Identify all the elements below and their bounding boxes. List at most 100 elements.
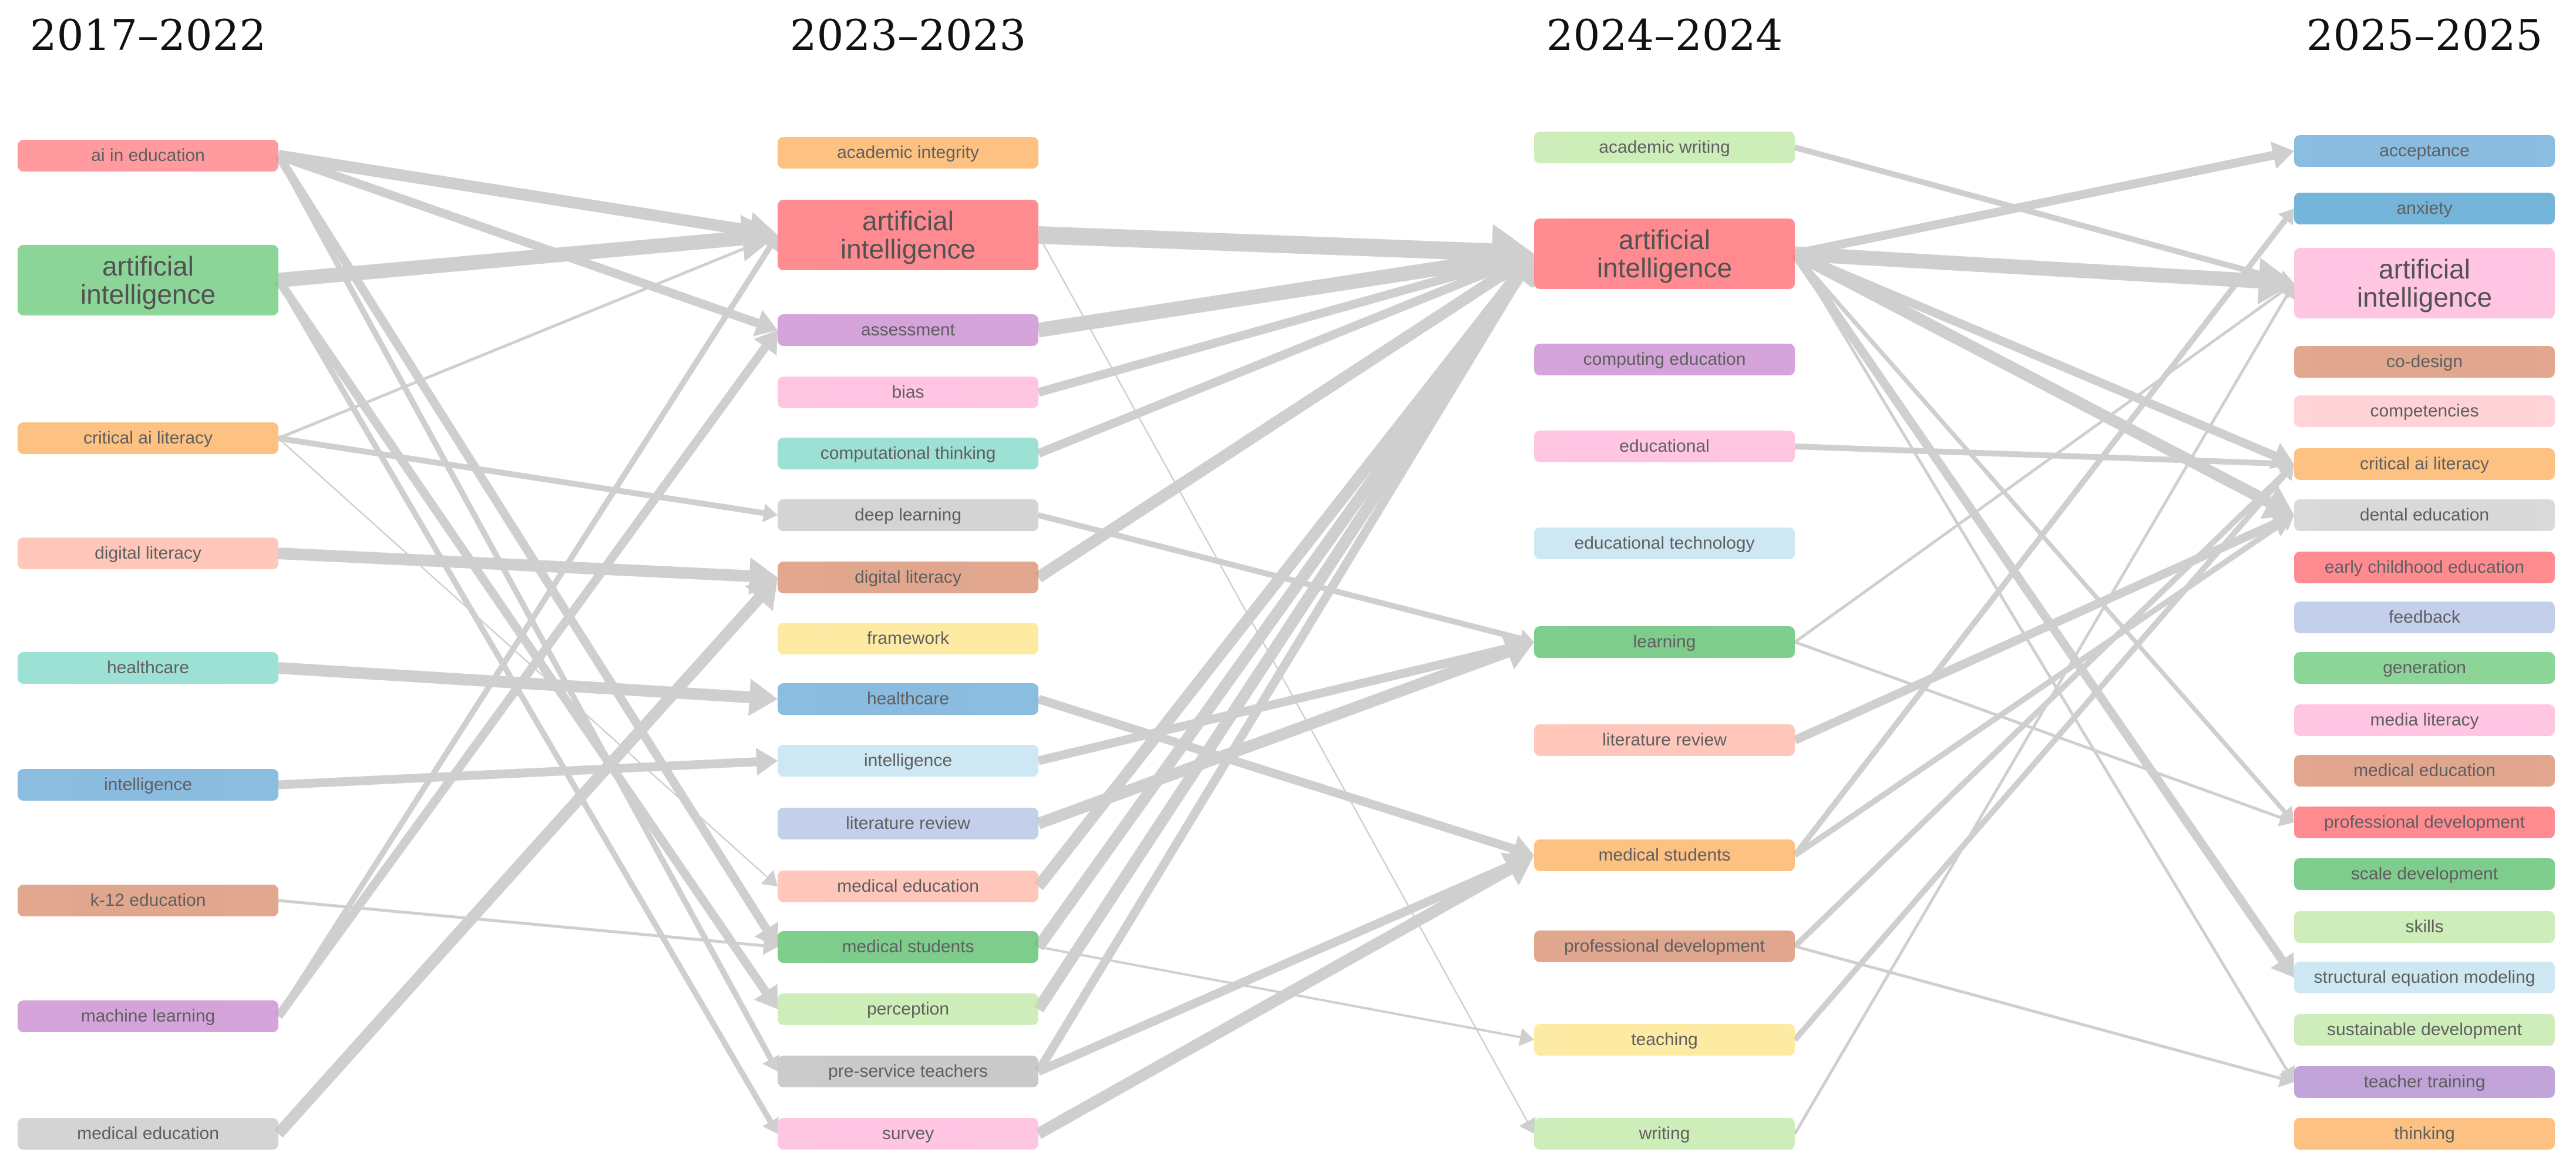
period-title: 2025–2025 [2306, 11, 2543, 60]
flow-arrowhead [2278, 1065, 2295, 1082]
keyword-node[interactable]: bias [778, 377, 1038, 408]
keyword-node[interactable]: healthcare [778, 683, 1038, 715]
flow-link [1791, 251, 2286, 963]
keyword-node[interactable]: intelligence [778, 745, 1038, 777]
keyword-node[interactable]: writing [1534, 1118, 1795, 1150]
keyword-node[interactable]: computational thinking [778, 438, 1038, 469]
keyword-node[interactable]: healthcare [18, 652, 278, 684]
period-title: 2023–2023 [789, 11, 1027, 60]
keyword-node[interactable]: computing education [1534, 344, 1795, 375]
flow-link [277, 150, 751, 237]
keyword-node[interactable]: academic writing [1534, 132, 1795, 163]
flow-link [274, 344, 769, 1019]
keyword-node[interactable]: deep learning [778, 499, 1038, 531]
keyword-node[interactable]: ai in education [18, 140, 278, 172]
keyword-node[interactable]: educational [1534, 431, 1795, 462]
keyword-node[interactable]: generation [2294, 652, 2555, 684]
keyword-node[interactable]: medical education [778, 871, 1038, 902]
flow-arrowhead [753, 310, 778, 337]
keyword-node[interactable]: medical education [18, 1118, 278, 1150]
keyword-node[interactable]: acceptance [2294, 135, 2555, 167]
flow-arrowhead [1511, 254, 1535, 280]
flow-link [1037, 257, 1516, 458]
keyword-node[interactable]: skills [2294, 911, 2555, 943]
flow-arrowhead [762, 1054, 779, 1071]
keyword-node[interactable]: k-12 education [18, 885, 278, 916]
keyword-node[interactable]: scale development [2294, 858, 2555, 890]
keyword-node[interactable]: professional development [1534, 931, 1795, 962]
keyword-node[interactable]: sustainable development [2294, 1014, 2555, 1046]
flow-arrowhead [2278, 464, 2294, 481]
keyword-node[interactable]: medical education [2294, 755, 2555, 787]
flow-arrowhead [755, 747, 778, 776]
flow-link [1792, 248, 2272, 508]
flow-arrowhead [754, 983, 778, 1009]
keyword-node[interactable]: literature review [778, 808, 1038, 839]
keyword-node[interactable]: literature review [1534, 724, 1795, 756]
flow-arrowhead [1519, 1117, 1536, 1134]
flow-link [1035, 864, 1513, 1139]
keyword-node[interactable]: early childhood education [2294, 552, 2555, 583]
flow-arrowhead [740, 214, 778, 262]
keyword-node[interactable]: machine learning [18, 1000, 278, 1032]
flow-link [275, 245, 773, 1018]
keyword-node[interactable]: anxiety [2294, 193, 2555, 224]
keyword-node[interactable]: framework [778, 623, 1038, 654]
flow-link [1793, 520, 2284, 858]
keyword-node[interactable]: artificial intelligence [1534, 219, 1795, 289]
period-title: 2017–2022 [29, 11, 267, 60]
flow-link [274, 153, 771, 932]
flow-link [1038, 946, 1521, 1039]
flow-arrowhead [2270, 952, 2294, 977]
flow-arrowhead [762, 1117, 779, 1134]
keyword-node[interactable]: competencies [2294, 395, 2555, 427]
keyword-node[interactable]: teacher training [2294, 1066, 2555, 1098]
flow-arrowhead [754, 921, 779, 947]
flow-link [1793, 252, 2286, 814]
flow-link [1033, 274, 1524, 1013]
flow-arrowhead [761, 870, 778, 886]
keyword-node[interactable]: pre-service teachers [778, 1056, 1038, 1087]
flow-link [1034, 269, 1527, 1074]
flow-link [277, 151, 759, 328]
flow-link [274, 594, 764, 1138]
keyword-node[interactable]: medical students [778, 931, 1038, 963]
keyword-node[interactable]: educational technology [1534, 528, 1795, 559]
keyword-node[interactable]: artificial intelligence [2294, 248, 2555, 318]
keyword-node[interactable]: learning [1534, 626, 1795, 658]
flow-link [1037, 643, 1515, 765]
keyword-node[interactable]: teaching [1534, 1024, 1795, 1056]
flow-link [1038, 226, 1492, 261]
keyword-node[interactable]: critical ai literacy [18, 422, 278, 454]
flow-link [277, 230, 744, 288]
flow-link [278, 438, 768, 878]
keyword-node[interactable]: dental education [2294, 499, 2555, 531]
flow-link [1794, 246, 2259, 288]
flow-link [1035, 264, 1514, 583]
keyword-node[interactable]: survey [778, 1118, 1038, 1150]
keyword-node[interactable]: critical ai literacy [2294, 448, 2555, 480]
keyword-node[interactable]: medical students [1534, 839, 1795, 871]
flow-link [1794, 945, 2281, 1080]
keyword-node[interactable]: digital literacy [18, 538, 278, 569]
keyword-node[interactable]: artificial intelligence [18, 245, 278, 315]
flow-arrowhead [2277, 515, 2294, 531]
keyword-node[interactable]: structural equation modeling [2294, 962, 2555, 993]
keyword-node[interactable]: co-design [2294, 346, 2555, 378]
keyword-node[interactable]: perception [778, 993, 1038, 1025]
keyword-node[interactable]: academic integrity [778, 137, 1038, 169]
keyword-node[interactable]: media literacy [2294, 704, 2555, 736]
keyword-node[interactable]: digital literacy [778, 562, 1038, 593]
keyword-node[interactable]: feedback [2294, 602, 2555, 633]
flow-arrowhead [1501, 634, 1534, 670]
keyword-node[interactable]: thinking [2294, 1118, 2555, 1150]
keyword-node[interactable]: artificial intelligence [778, 200, 1038, 270]
keyword-node[interactable]: intelligence [18, 769, 278, 801]
flow-link [1794, 640, 2282, 819]
flow-link [1037, 859, 1516, 1076]
keyword-node[interactable]: professional development [2294, 807, 2555, 838]
flow-link [278, 757, 757, 790]
keyword-node[interactable]: assessment [778, 314, 1038, 346]
